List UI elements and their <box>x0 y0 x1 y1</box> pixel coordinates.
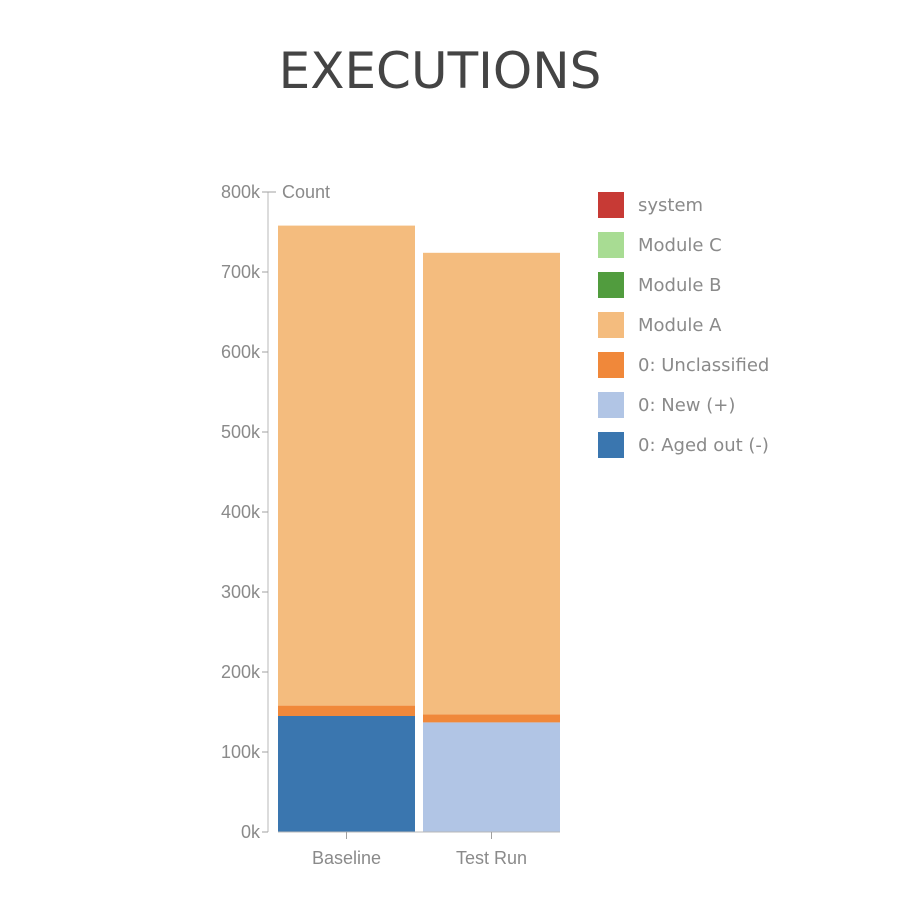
legend: system Module C Module B Module A 0: Unclass… <box>598 192 769 458</box>
legend-label-0-unclassified: 0: Unclassified <box>638 355 769 376</box>
y-tick-label: 100k <box>221 742 261 762</box>
legend-swatch-0-unclassified <box>598 352 624 378</box>
y-axis: 0k 100k 200k 300k 400k 500k 600k 700k 800k Count <box>221 182 330 842</box>
legend-label-0-aged-out: 0: Aged out (-) <box>638 435 769 456</box>
x-axis: Baseline Test Run <box>278 831 560 868</box>
bar-baseline-0-unclassified <box>278 705 415 716</box>
legend-label-module-a: Module A <box>638 315 722 336</box>
legend-swatch-module-a <box>598 312 624 338</box>
y-axis-label: Count <box>282 182 330 202</box>
legend-label-0-new: 0: New (+) <box>638 395 735 416</box>
bar-baseline-module-a <box>278 225 415 706</box>
x-tick-label: Test Run <box>456 848 527 868</box>
y-tick-label: 600k <box>221 342 261 362</box>
legend-swatch-0-aged-out <box>598 432 624 458</box>
bar-test-run-0-new- <box>423 722 560 832</box>
bars <box>278 225 560 832</box>
y-tick-label: 400k <box>221 502 261 522</box>
x-tick-label: Baseline <box>312 848 381 868</box>
y-tick-label: 200k <box>221 662 261 682</box>
legend-swatch-module-c <box>598 232 624 258</box>
legend-label-module-c: Module C <box>638 235 722 256</box>
legend-swatch-system <box>598 192 624 218</box>
bar-baseline-0-aged-out- <box>278 716 415 832</box>
y-tick-label: 800k <box>221 182 261 202</box>
bar-test-run-0-unclassified <box>423 714 560 723</box>
bar-test-run-module-a <box>423 252 560 715</box>
legend-label-system: system <box>638 195 703 216</box>
y-tick-label: 0k <box>241 822 261 842</box>
y-tick-label: 500k <box>221 422 261 442</box>
legend-swatch-0-new <box>598 392 624 418</box>
chart-title: EXECUTIONS <box>278 42 602 100</box>
legend-label-module-b: Module B <box>638 275 722 296</box>
legend-swatch-module-b <box>598 272 624 298</box>
y-tick-label: 300k <box>221 582 261 602</box>
y-tick-label: 700k <box>221 262 261 282</box>
